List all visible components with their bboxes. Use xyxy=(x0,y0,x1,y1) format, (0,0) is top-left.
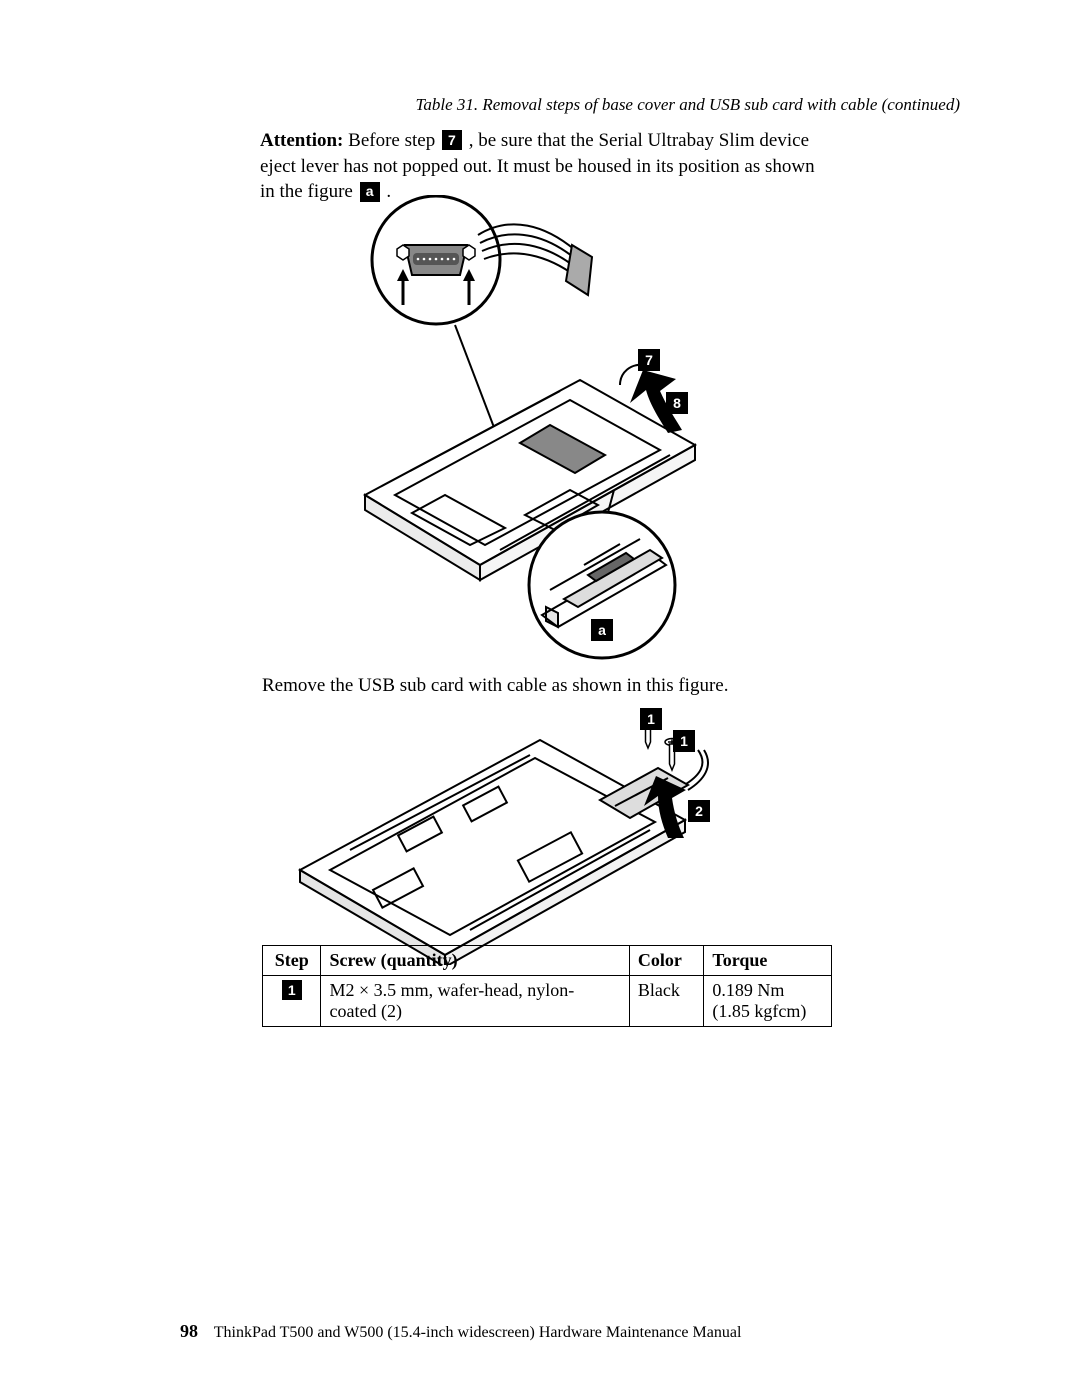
attention-label: Attention: xyxy=(260,130,343,151)
figure1-svg xyxy=(350,195,780,665)
torque-l2: (1.85 kgfcm) xyxy=(712,1001,806,1021)
fig1-callout-8: 8 xyxy=(666,392,688,414)
th-torque: Torque xyxy=(704,946,832,976)
page-number: 98 xyxy=(180,1321,198,1341)
attention-paragraph: Attention: Before step 7 , be sure that … xyxy=(260,128,830,205)
footer-text: ThinkPad T500 and W500 (15.4-inch widesc… xyxy=(214,1324,742,1341)
th-color: Color xyxy=(629,946,703,976)
page: Table 31. Removal steps of base cover an… xyxy=(0,0,1080,1397)
fig1-callout-7: 7 xyxy=(638,349,660,371)
figure-base-cover: 7 8 a xyxy=(350,195,780,665)
table-caption: Table 31. Removal steps of base cover an… xyxy=(415,95,960,115)
torque-l1: 0.189 Nm xyxy=(712,980,784,1000)
td-color: Black xyxy=(629,976,703,1027)
page-footer: 98 ThinkPad T500 and W500 (15.4-inch wid… xyxy=(180,1321,741,1342)
td-torque: 0.189 Nm (1.85 kgfcm) xyxy=(704,976,832,1027)
fig1-callout-a: a xyxy=(591,619,613,641)
fig2-callout-1a: 1 xyxy=(640,708,662,730)
mid-paragraph: Remove the USB sub card with cable as sh… xyxy=(262,675,728,697)
screw-table: Step Screw (quantity) Color Torque 1 M2 … xyxy=(262,945,832,1027)
th-step: Step xyxy=(263,946,321,976)
fig2-callout-1b: 1 xyxy=(673,730,695,752)
td-screw: M2 × 3.5 mm, wafer-head, nylon-coated (2… xyxy=(321,976,629,1027)
attention-t1: Before step xyxy=(343,130,440,151)
fig2-callout-2: 2 xyxy=(688,800,710,822)
td-step: 1 xyxy=(263,976,321,1027)
table-header-row: Step Screw (quantity) Color Torque xyxy=(263,946,832,976)
figure-usb-subcard: 1 1 2 xyxy=(290,700,750,965)
callout-7-inline: 7 xyxy=(442,130,462,150)
table-row: 1 M2 × 3.5 mm, wafer-head, nylon-coated … xyxy=(263,976,832,1027)
th-screw: Screw (quantity) xyxy=(321,946,629,976)
step-callout-1: 1 xyxy=(282,980,302,1000)
